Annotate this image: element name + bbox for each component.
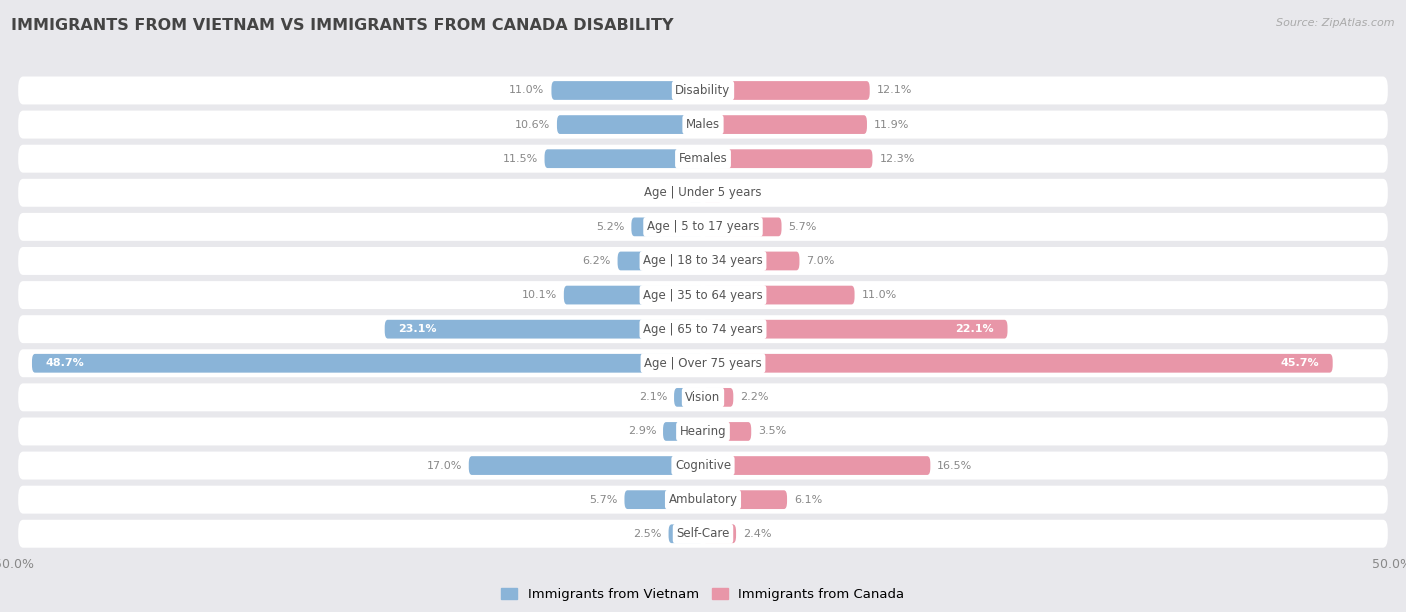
- Text: 16.5%: 16.5%: [938, 461, 973, 471]
- FancyBboxPatch shape: [18, 452, 1388, 480]
- FancyBboxPatch shape: [18, 281, 1388, 309]
- FancyBboxPatch shape: [18, 76, 1388, 105]
- FancyBboxPatch shape: [32, 354, 703, 373]
- FancyBboxPatch shape: [18, 179, 1388, 207]
- Text: 10.1%: 10.1%: [522, 290, 557, 300]
- FancyBboxPatch shape: [557, 115, 703, 134]
- Text: 23.1%: 23.1%: [398, 324, 437, 334]
- Text: Age | 5 to 17 years: Age | 5 to 17 years: [647, 220, 759, 233]
- FancyBboxPatch shape: [551, 81, 703, 100]
- Text: 11.0%: 11.0%: [862, 290, 897, 300]
- Text: IMMIGRANTS FROM VIETNAM VS IMMIGRANTS FROM CANADA DISABILITY: IMMIGRANTS FROM VIETNAM VS IMMIGRANTS FR…: [11, 18, 673, 34]
- FancyBboxPatch shape: [18, 520, 1388, 548]
- FancyBboxPatch shape: [703, 217, 782, 236]
- Text: Vision: Vision: [685, 391, 721, 404]
- Text: 12.1%: 12.1%: [876, 86, 912, 95]
- FancyBboxPatch shape: [18, 486, 1388, 513]
- Text: Age | Under 5 years: Age | Under 5 years: [644, 186, 762, 200]
- FancyBboxPatch shape: [18, 417, 1388, 446]
- FancyBboxPatch shape: [544, 149, 703, 168]
- Text: 1.1%: 1.1%: [652, 188, 681, 198]
- FancyBboxPatch shape: [703, 149, 873, 168]
- FancyBboxPatch shape: [385, 320, 703, 338]
- Legend: Immigrants from Vietnam, Immigrants from Canada: Immigrants from Vietnam, Immigrants from…: [496, 583, 910, 606]
- Text: Hearing: Hearing: [679, 425, 727, 438]
- FancyBboxPatch shape: [18, 144, 1388, 173]
- Text: 22.1%: 22.1%: [955, 324, 994, 334]
- FancyBboxPatch shape: [703, 286, 855, 304]
- Text: 2.5%: 2.5%: [633, 529, 662, 539]
- FancyBboxPatch shape: [688, 184, 703, 202]
- Text: Females: Females: [679, 152, 727, 165]
- Text: 12.3%: 12.3%: [879, 154, 915, 163]
- Text: 2.2%: 2.2%: [740, 392, 769, 402]
- FancyBboxPatch shape: [18, 315, 1388, 343]
- Text: 11.0%: 11.0%: [509, 86, 544, 95]
- FancyBboxPatch shape: [564, 286, 703, 304]
- FancyBboxPatch shape: [703, 252, 800, 271]
- FancyBboxPatch shape: [18, 247, 1388, 275]
- FancyBboxPatch shape: [703, 490, 787, 509]
- FancyBboxPatch shape: [673, 388, 703, 407]
- FancyBboxPatch shape: [703, 81, 870, 100]
- FancyBboxPatch shape: [18, 349, 1388, 377]
- Text: 2.1%: 2.1%: [638, 392, 668, 402]
- FancyBboxPatch shape: [703, 354, 1333, 373]
- Text: 6.2%: 6.2%: [582, 256, 610, 266]
- Text: Age | 35 to 64 years: Age | 35 to 64 years: [643, 289, 763, 302]
- FancyBboxPatch shape: [664, 422, 703, 441]
- Text: Ambulatory: Ambulatory: [668, 493, 738, 506]
- Text: 5.7%: 5.7%: [789, 222, 817, 232]
- Text: 3.5%: 3.5%: [758, 427, 786, 436]
- FancyBboxPatch shape: [624, 490, 703, 509]
- Text: Source: ZipAtlas.com: Source: ZipAtlas.com: [1277, 18, 1395, 28]
- FancyBboxPatch shape: [468, 456, 703, 475]
- FancyBboxPatch shape: [18, 383, 1388, 411]
- Text: 17.0%: 17.0%: [426, 461, 461, 471]
- Text: 5.2%: 5.2%: [596, 222, 624, 232]
- Text: 45.7%: 45.7%: [1281, 358, 1319, 368]
- Text: 11.5%: 11.5%: [502, 154, 537, 163]
- Text: 2.4%: 2.4%: [742, 529, 772, 539]
- Text: 7.0%: 7.0%: [807, 256, 835, 266]
- Text: Self-Care: Self-Care: [676, 528, 730, 540]
- Text: 10.6%: 10.6%: [515, 119, 550, 130]
- Text: 1.4%: 1.4%: [730, 188, 758, 198]
- Text: Age | Over 75 years: Age | Over 75 years: [644, 357, 762, 370]
- FancyBboxPatch shape: [703, 184, 723, 202]
- FancyBboxPatch shape: [703, 388, 734, 407]
- FancyBboxPatch shape: [703, 422, 751, 441]
- Text: 48.7%: 48.7%: [46, 358, 84, 368]
- Text: Disability: Disability: [675, 84, 731, 97]
- FancyBboxPatch shape: [703, 115, 868, 134]
- Text: Males: Males: [686, 118, 720, 131]
- FancyBboxPatch shape: [703, 320, 1008, 338]
- Text: 11.9%: 11.9%: [875, 119, 910, 130]
- Text: Age | 18 to 34 years: Age | 18 to 34 years: [643, 255, 763, 267]
- FancyBboxPatch shape: [703, 524, 737, 543]
- FancyBboxPatch shape: [631, 217, 703, 236]
- FancyBboxPatch shape: [18, 111, 1388, 138]
- Text: 2.9%: 2.9%: [627, 427, 657, 436]
- Text: 5.7%: 5.7%: [589, 494, 617, 505]
- Text: Cognitive: Cognitive: [675, 459, 731, 472]
- FancyBboxPatch shape: [703, 456, 931, 475]
- Text: Age | 65 to 74 years: Age | 65 to 74 years: [643, 323, 763, 335]
- Text: 6.1%: 6.1%: [794, 494, 823, 505]
- FancyBboxPatch shape: [669, 524, 703, 543]
- FancyBboxPatch shape: [18, 213, 1388, 241]
- FancyBboxPatch shape: [617, 252, 703, 271]
